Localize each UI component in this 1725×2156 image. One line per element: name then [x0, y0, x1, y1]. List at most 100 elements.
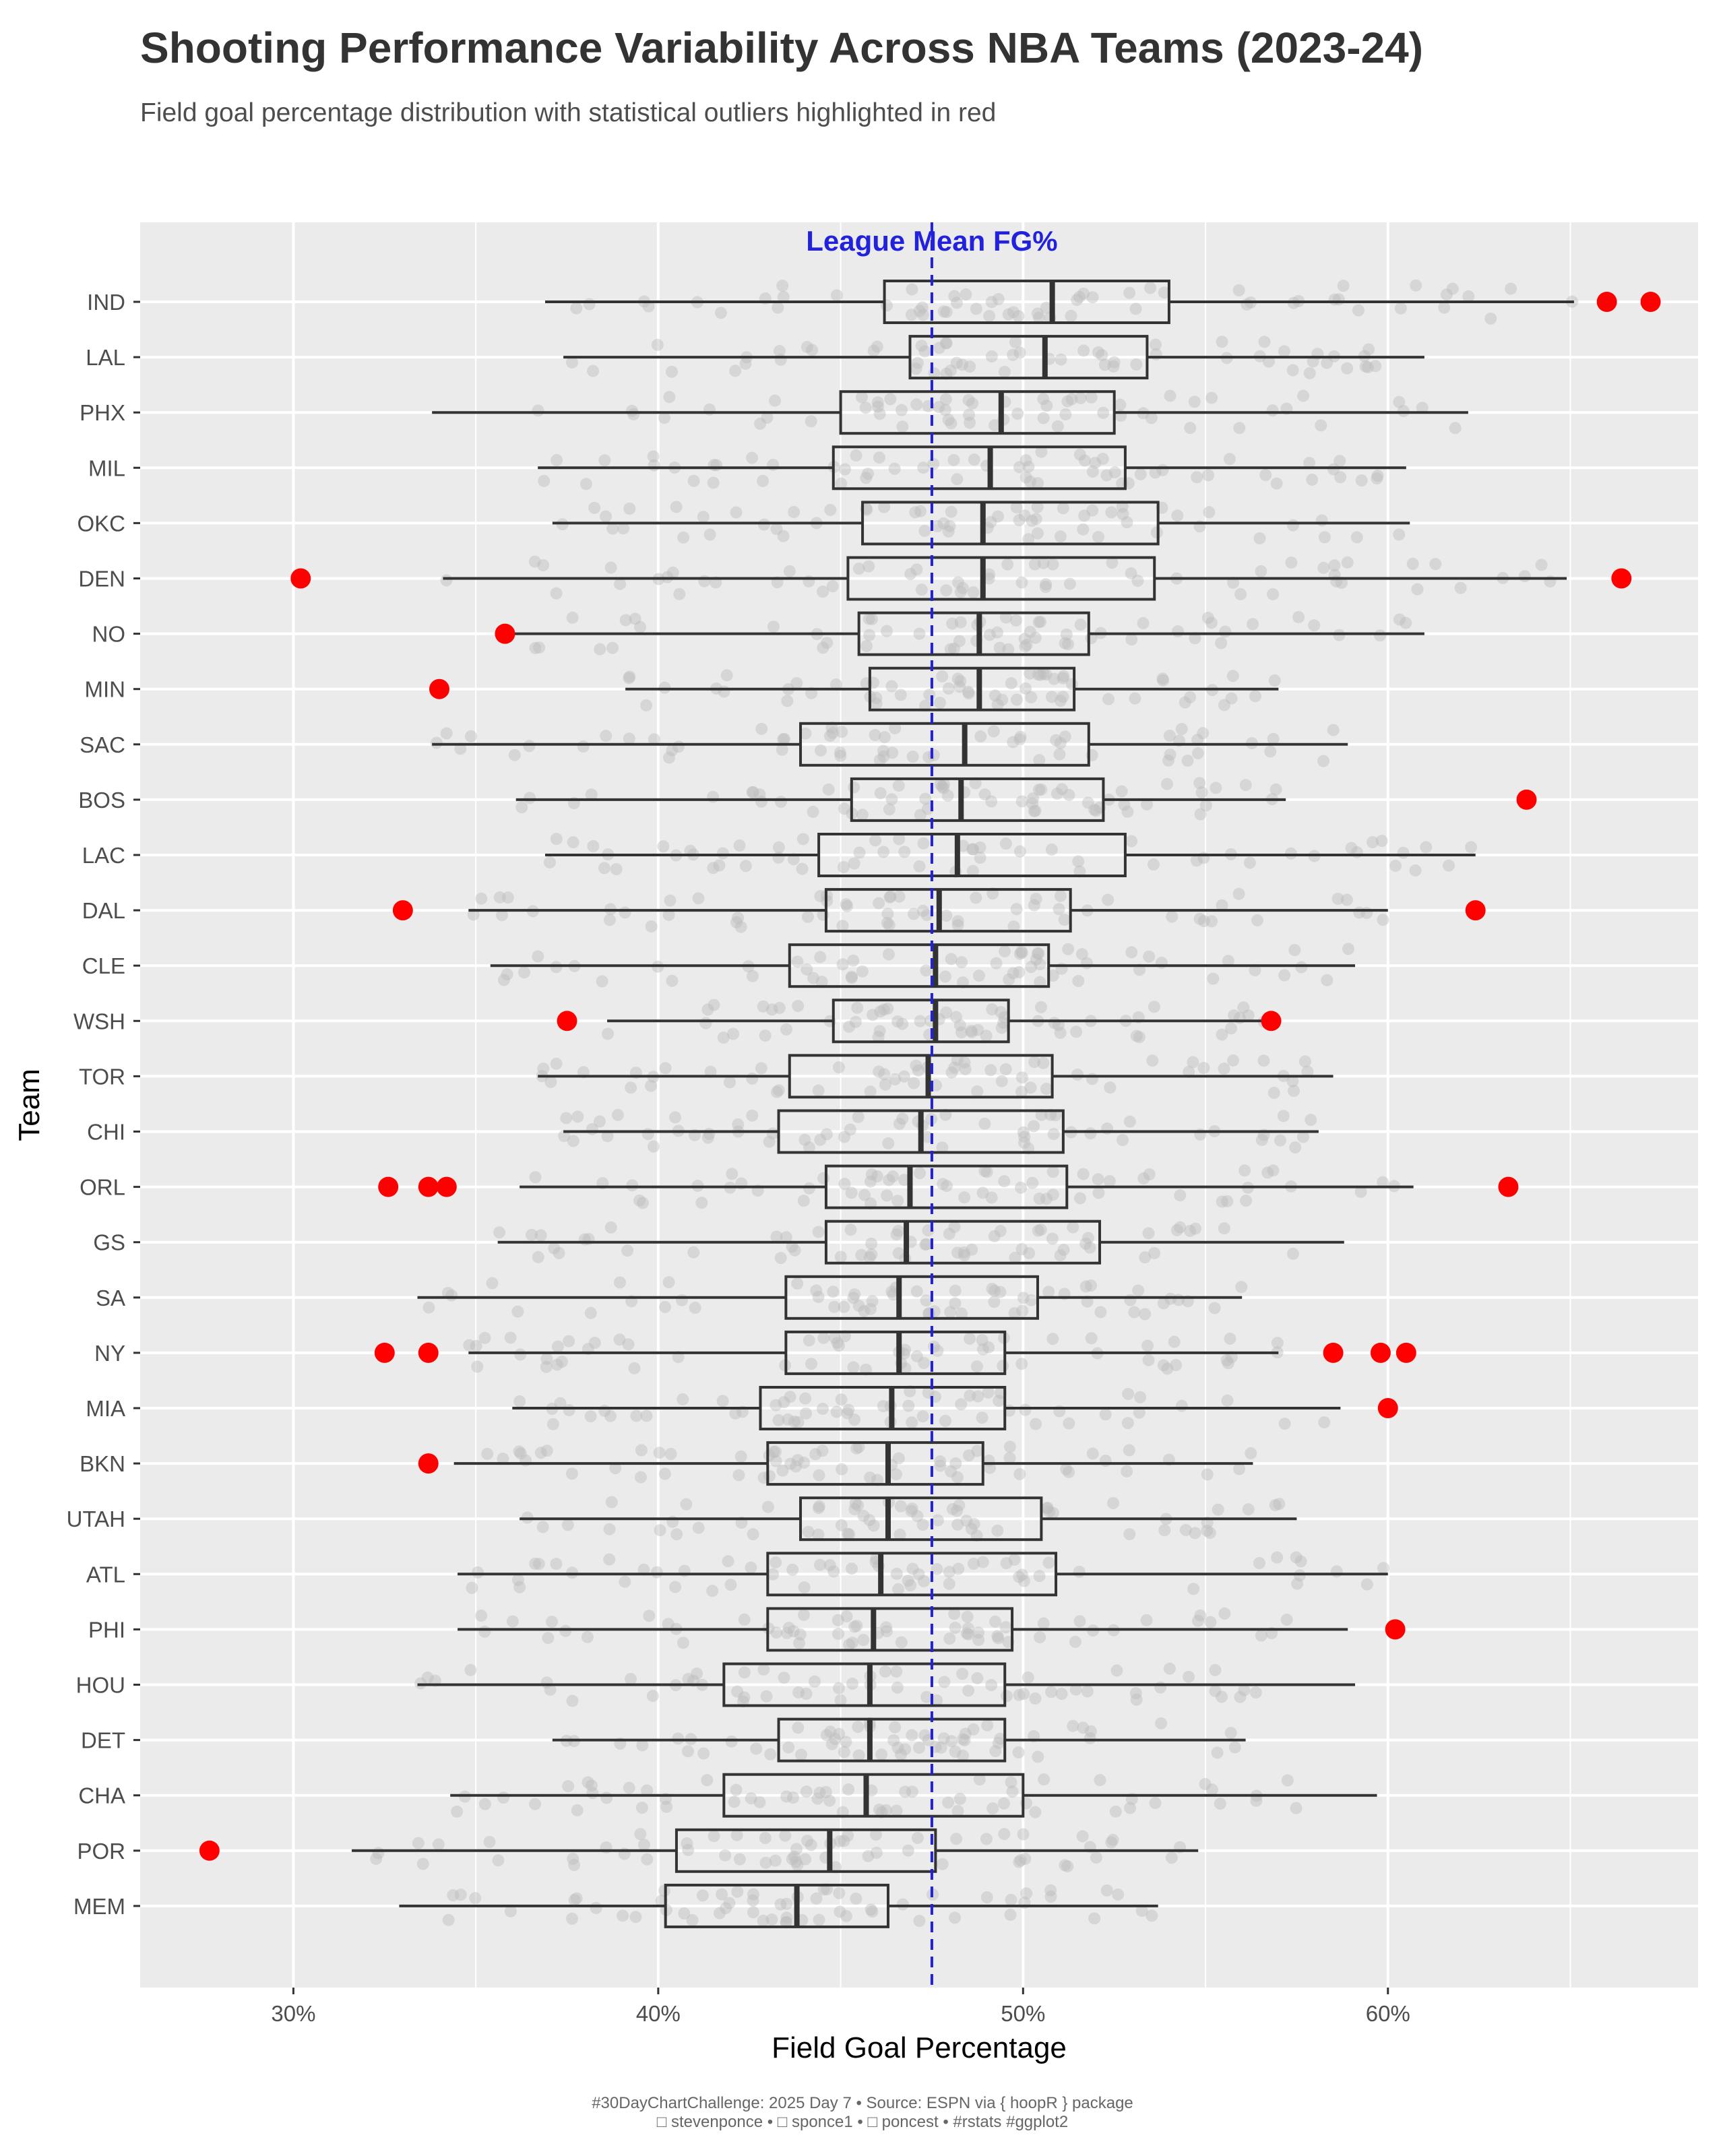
jitter-point — [1189, 1222, 1202, 1235]
jitter-point — [454, 742, 467, 755]
jitter-point — [1063, 1417, 1075, 1430]
jitter-point — [1258, 336, 1271, 348]
jitter-point — [965, 1024, 978, 1037]
outlier-point — [1370, 1342, 1391, 1363]
jitter-point — [1017, 1688, 1030, 1701]
jitter-point — [807, 972, 819, 984]
jitter-point — [934, 1459, 947, 1472]
jitter-point — [1033, 754, 1046, 767]
jitter-point — [1106, 557, 1119, 569]
jitter-point — [936, 1858, 949, 1870]
jitter-point — [1193, 777, 1206, 790]
jitter-point — [1121, 516, 1133, 529]
jitter-point — [875, 1748, 888, 1761]
jitter-point — [1086, 504, 1099, 517]
jitter-point — [1054, 736, 1067, 749]
jitter-point — [1216, 899, 1228, 912]
jitter-point — [1025, 691, 1038, 703]
jitter-point — [1228, 1009, 1241, 1022]
box-bos — [850, 777, 1105, 822]
jitter-point — [803, 1182, 816, 1195]
jitter-point — [916, 301, 929, 314]
jitter-point — [913, 305, 926, 317]
jitter-point — [1164, 389, 1177, 402]
jitter-point — [640, 699, 653, 711]
jitter-point — [776, 280, 789, 292]
jitter-point — [832, 1339, 845, 1352]
jitter-point — [1032, 784, 1045, 796]
jitter-point — [950, 356, 963, 369]
jitter-point — [1267, 1164, 1280, 1177]
jitter-point — [820, 1128, 833, 1141]
jitter-point — [807, 805, 819, 818]
jitter-point — [532, 1558, 545, 1571]
jitter-point — [1003, 1440, 1016, 1453]
jitter-point — [1194, 808, 1207, 821]
jitter-point — [871, 400, 884, 413]
jitter-point — [680, 1498, 693, 1511]
jitter-point — [759, 1832, 772, 1845]
jitter-point — [1060, 1463, 1073, 1476]
jitter-point — [1233, 422, 1246, 435]
jitter-point — [537, 559, 550, 571]
jitter-point — [809, 1448, 822, 1461]
jitter-point — [912, 1064, 924, 1077]
jitter-point — [729, 364, 742, 377]
jitter-point — [730, 916, 743, 928]
jitter-point — [662, 908, 675, 921]
jitter-point — [1040, 578, 1053, 591]
jitter-point — [636, 1739, 649, 1752]
jitter-point — [1108, 466, 1121, 479]
jitter-point — [734, 920, 747, 933]
jitter-point — [1030, 1418, 1042, 1430]
jitter-point — [1201, 469, 1214, 482]
jitter-point — [1286, 364, 1299, 377]
jitter-point — [778, 1672, 790, 1684]
jitter-point — [1045, 691, 1058, 703]
jitter-point — [543, 856, 556, 868]
jitter-point — [478, 1331, 491, 1344]
jitter-point — [1037, 557, 1050, 569]
jitter-point — [960, 1515, 973, 1527]
jitter-point — [906, 1502, 918, 1515]
jitter-point — [966, 843, 979, 856]
jitter-point — [726, 1168, 739, 1180]
jitter-point — [1221, 1394, 1234, 1407]
jitter-point — [967, 1557, 980, 1570]
jitter-point — [372, 1847, 385, 1860]
jitter-point — [820, 1729, 833, 1742]
jitter-point — [1107, 360, 1120, 373]
jitter-point — [1007, 306, 1020, 319]
jitter-point — [611, 1108, 624, 1121]
jitter-point — [1053, 748, 1066, 761]
jitter-point — [870, 697, 883, 710]
y-tick-label: LAL — [86, 345, 125, 370]
jitter-point — [697, 1747, 710, 1760]
jitter-point — [1077, 1168, 1090, 1180]
jitter-point — [906, 1785, 918, 1798]
jitter-point — [1249, 964, 1261, 977]
jitter-point — [475, 892, 488, 905]
jitter-point — [1065, 393, 1078, 406]
jitter-point — [600, 1792, 613, 1804]
jitter-point — [1157, 1359, 1170, 1372]
jitter-point — [757, 474, 770, 487]
jitter-point — [1046, 558, 1059, 571]
jitter-point — [623, 732, 635, 745]
jitter-point — [442, 1913, 455, 1926]
jitter-point — [1115, 785, 1128, 798]
jitter-point — [834, 1905, 846, 1918]
jitter-point — [914, 505, 927, 517]
jitter-point — [1280, 1614, 1293, 1626]
jitter-point — [865, 612, 878, 625]
jitter-point — [945, 953, 958, 965]
jitter-point — [1389, 860, 1402, 873]
jitter-point — [1397, 405, 1410, 418]
jitter-point — [881, 1189, 893, 1202]
jitter-point — [546, 1418, 559, 1430]
jitter-point — [725, 1735, 738, 1748]
jitter-point — [1073, 290, 1086, 303]
jitter-point — [540, 1445, 553, 1457]
jitter-point — [1133, 1031, 1146, 1044]
jitter-point — [1161, 1362, 1174, 1375]
